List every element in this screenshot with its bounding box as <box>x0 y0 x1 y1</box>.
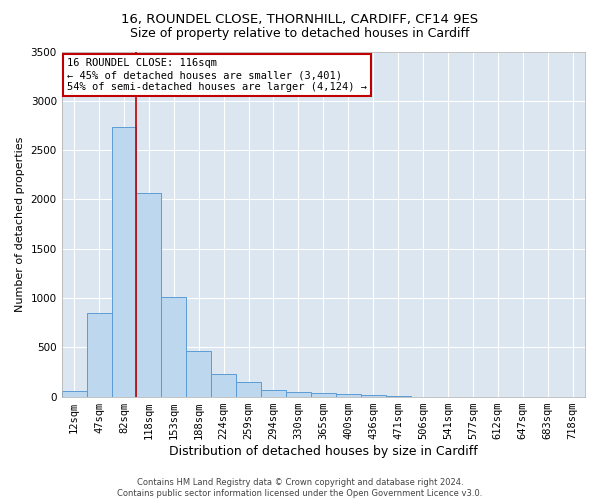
Bar <box>336 394 361 396</box>
Bar <box>261 390 286 396</box>
Bar <box>211 374 236 396</box>
Text: 16, ROUNDEL CLOSE, THORNHILL, CARDIFF, CF14 9ES: 16, ROUNDEL CLOSE, THORNHILL, CARDIFF, C… <box>121 12 479 26</box>
Bar <box>62 390 86 396</box>
Text: Contains HM Land Registry data © Crown copyright and database right 2024.
Contai: Contains HM Land Registry data © Crown c… <box>118 478 482 498</box>
Bar <box>86 313 112 396</box>
Text: Size of property relative to detached houses in Cardiff: Size of property relative to detached ho… <box>130 28 470 40</box>
Bar <box>136 194 161 396</box>
Bar <box>361 394 386 396</box>
Y-axis label: Number of detached properties: Number of detached properties <box>15 136 25 312</box>
Bar <box>311 393 336 396</box>
Bar <box>286 392 311 396</box>
Bar <box>161 297 186 396</box>
X-axis label: Distribution of detached houses by size in Cardiff: Distribution of detached houses by size … <box>169 444 478 458</box>
Bar <box>236 382 261 396</box>
Bar <box>112 128 136 396</box>
Text: 16 ROUNDEL CLOSE: 116sqm
← 45% of detached houses are smaller (3,401)
54% of sem: 16 ROUNDEL CLOSE: 116sqm ← 45% of detach… <box>67 58 367 92</box>
Bar <box>186 351 211 397</box>
